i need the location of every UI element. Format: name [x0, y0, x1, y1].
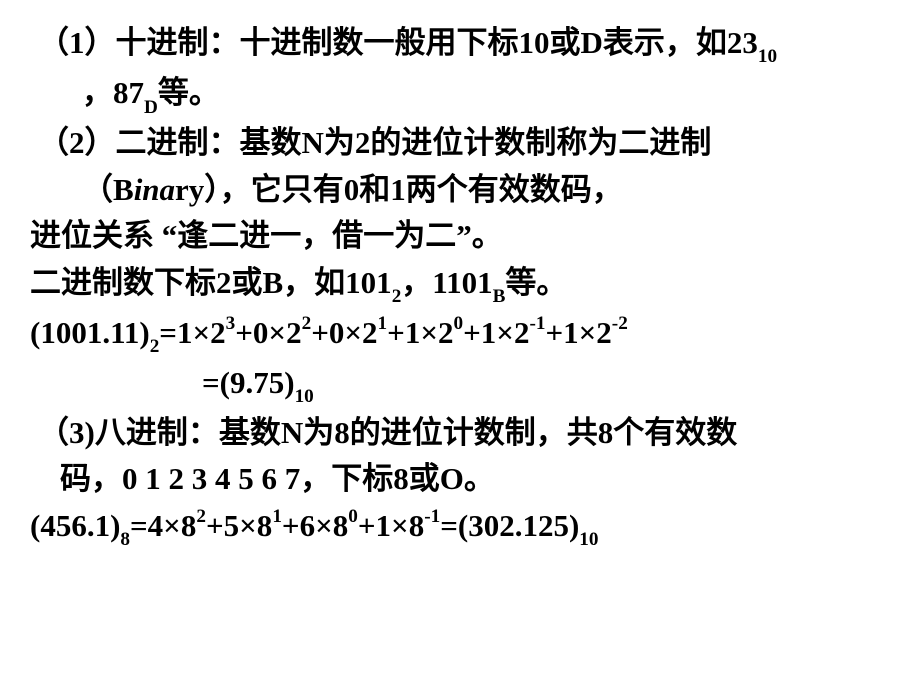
- italic-text: ina: [134, 172, 175, 207]
- text: =(302.125): [440, 508, 579, 543]
- text: +1×2: [387, 315, 453, 350]
- superscript: 3: [226, 313, 236, 334]
- text: +1×2: [463, 315, 529, 350]
- text: ，1101: [401, 265, 492, 300]
- para-binary-line2: （Binary），它只有0和1两个有效数码，: [0, 167, 920, 214]
- superscript: 0: [348, 506, 358, 527]
- equation-binary-expand: (1001.11)2=1×23+0×22+0×21+1×20+1×2-1+1×2…: [0, 310, 920, 360]
- text: +0×2: [311, 315, 377, 350]
- text: 进位关系 “逢二进一，借一为二”。: [30, 218, 503, 253]
- text: +5×8: [206, 508, 272, 543]
- text: 等。: [158, 75, 220, 110]
- superscript: -1: [529, 313, 545, 334]
- subscript: 10: [295, 386, 314, 407]
- text: ，87: [82, 75, 144, 110]
- para-octal-line2: 码，0 1 2 3 4 5 6 7，下标8或O。: [0, 456, 920, 503]
- equation-octal: (456.1)8=4×82+5×81+6×80+1×8-1=(302.125)1…: [0, 503, 920, 553]
- superscript: -2: [612, 313, 628, 334]
- text: +1×2: [545, 315, 611, 350]
- text: +6×8: [282, 508, 348, 543]
- subscript: 10: [579, 529, 598, 550]
- superscript: 2: [302, 313, 312, 334]
- text: +0×2: [235, 315, 301, 350]
- para-decimal-line1: （1）十进制：十进制数一般用下标10或D表示，如2310: [0, 20, 920, 70]
- text: 二进制数下标2或B，如101: [30, 265, 392, 300]
- subscript: 10: [758, 46, 777, 67]
- equation-binary-result: =(9.75)10: [0, 360, 920, 410]
- text: =4×8: [130, 508, 196, 543]
- superscript: 2: [196, 506, 206, 527]
- text: （B: [82, 172, 134, 207]
- text: (456.1): [30, 508, 120, 543]
- subscript: B: [493, 286, 506, 307]
- text: （3)八进制：基数N为8的进位计数制，共8个有效数: [38, 415, 737, 450]
- superscript: -1: [424, 506, 440, 527]
- para-octal-line1: （3)八进制：基数N为8的进位计数制，共8个有效数: [0, 410, 920, 457]
- text: +1×8: [358, 508, 424, 543]
- subscript: D: [144, 97, 158, 118]
- para-carry-rule: 进位关系 “逢二进一，借一为二”。: [0, 213, 920, 260]
- text: =(9.75): [202, 365, 295, 400]
- superscript: 0: [454, 313, 464, 334]
- text: （1）十进制：十进制数一般用下标10或D表示，如23: [38, 25, 758, 60]
- subscript: 8: [120, 529, 130, 550]
- text: ry），它只有0和1两个有效数码，: [175, 172, 623, 207]
- subscript: 2: [392, 286, 402, 307]
- para-decimal-line2: ，87D等。: [0, 70, 920, 120]
- text: 码，0 1 2 3 4 5 6 7，下标8或O。: [60, 461, 495, 496]
- para-binary-line1: （2）二进制：基数N为2的进位计数制称为二进制: [0, 120, 920, 167]
- subscript: 2: [150, 336, 160, 357]
- text: =1×2: [159, 315, 225, 350]
- para-binary-subscript: 二进制数下标2或B，如1012，1101B等。: [0, 260, 920, 310]
- text: （2）二进制：基数N为2的进位计数制称为二进制: [38, 125, 711, 160]
- text: (1001.11): [30, 315, 150, 350]
- superscript: 1: [272, 506, 282, 527]
- text: 等。: [505, 265, 567, 300]
- superscript: 1: [378, 313, 388, 334]
